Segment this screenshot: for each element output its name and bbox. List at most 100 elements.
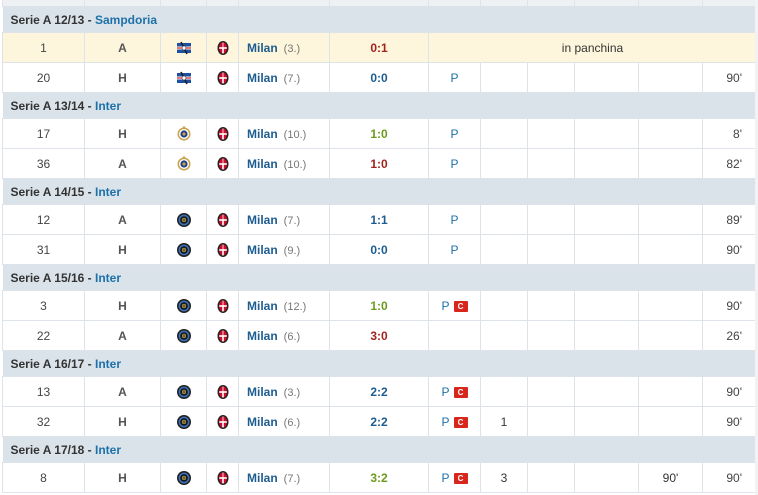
own-club-crest-cell[interactable] [160,118,207,149]
sub-out-cell [638,290,703,321]
opponent-crest-cell[interactable] [206,204,239,235]
table-row: 3 H Milan (12.) 1:0 P C 90' [2,290,757,321]
opponent-cell: Milan (3.) [238,32,330,63]
assists-cell [527,118,575,149]
result-link[interactable]: 3:0 [370,328,388,343]
result-link[interactable]: 0:0 [370,70,388,85]
season-header: Serie A 16/17 - Inter [2,350,757,377]
opponent-crest-cell[interactable] [206,406,239,437]
position-cell: P [428,234,481,265]
scrollbar[interactable] [755,0,758,495]
own-club-crest-cell[interactable] [160,290,207,321]
assists-cell [527,62,575,93]
opponent-link[interactable]: Milan [247,70,278,85]
result-link[interactable]: 1:0 [370,126,388,141]
opponent-crest-cell[interactable] [206,320,239,351]
opponent-rank: (7.) [283,72,301,85]
opponent-crest-cell[interactable] [206,62,239,93]
opponent-rank: (7.) [283,214,301,227]
club-link[interactable]: Inter [95,442,122,457]
goals-cell [480,376,528,407]
goals-cell [480,148,528,179]
opponent-crest-cell[interactable] [206,234,239,265]
milan-crest-icon [217,298,228,313]
result-link[interactable]: 1:0 [370,298,388,313]
season-header: Serie A 12/13 - Sampdoria [2,6,757,33]
opponent-link[interactable]: Milan [247,414,278,429]
result-cell: 0:0 [329,62,429,93]
sampdoria-crest-icon [176,71,191,84]
opponent-crest-cell[interactable] [206,290,239,321]
opponent-crest-cell[interactable] [206,376,239,407]
inter-old-crest-icon [177,156,190,170]
result-link[interactable]: 2:2 [370,414,388,429]
opponent-link[interactable]: Milan [247,384,278,399]
club-link[interactable]: Sampdoria [95,12,158,27]
club-link[interactable]: Inter [95,356,122,371]
result-link[interactable]: 1:1 [370,212,388,227]
own-club-crest-cell[interactable] [160,462,207,493]
sub-in-cell [574,290,639,321]
result-link[interactable]: 0:0 [370,242,388,257]
inter-crest-icon [176,470,191,485]
minutes-cell: 89' [702,204,757,235]
opponent-link[interactable]: Milan [247,156,278,171]
opponent-rank: (7.) [283,472,301,485]
opponent-crest-cell[interactable] [206,462,239,493]
position-label: P [441,384,450,399]
opponent-link[interactable]: Milan [247,242,278,257]
opponent-crest-cell[interactable] [206,32,239,63]
club-link[interactable]: Inter [95,98,122,113]
inter-crest-icon [176,414,191,429]
result-cell: 1:0 [329,290,429,321]
result-link[interactable]: 3:2 [370,470,388,485]
opponent-rank: (6.) [283,416,301,429]
opponent-crest-cell[interactable] [206,118,239,149]
own-club-crest-cell[interactable] [160,32,207,63]
own-club-crest-cell[interactable] [160,320,207,351]
own-club-crest-cell[interactable] [160,376,207,407]
milan-crest-icon [217,242,228,257]
matchday-cell: 17 [2,118,85,149]
result-link[interactable]: 0:1 [370,40,388,55]
result-cell: 0:1 [329,32,429,63]
milan-crest-icon [217,126,228,141]
own-club-crest-cell[interactable] [160,148,207,179]
milan-crest-icon [217,40,228,55]
own-club-crest-cell[interactable] [160,406,207,437]
club-link[interactable]: Inter [95,270,122,285]
opponent-cell: Milan (10.) [238,148,330,179]
season-header-cell: Serie A 14/15 - Inter [2,178,757,205]
season-header: Serie A 15/16 - Inter [2,264,757,291]
result-cell: 1:0 [329,118,429,149]
position-label: P [450,242,459,257]
assists-cell [527,290,575,321]
own-club-crest-cell[interactable] [160,234,207,265]
result-cell: 2:2 [329,406,429,437]
season-header-cell: Serie A 15/16 - Inter [2,264,757,291]
club-link[interactable]: Inter [95,184,122,199]
opponent-link[interactable]: Milan [247,126,278,141]
inter-crest-icon [176,242,191,257]
sub-out-cell [638,148,703,179]
own-club-crest-cell[interactable] [160,204,207,235]
result-link[interactable]: 2:2 [370,384,388,399]
position-label: P [450,70,459,85]
opponent-link[interactable]: Milan [247,470,278,485]
own-club-crest-cell[interactable] [160,62,207,93]
opponent-rank: (6.) [283,330,301,343]
opponent-link[interactable]: Milan [247,328,278,343]
venue-cell: A [84,148,161,179]
inter-crest-icon [176,384,191,399]
opponent-link[interactable]: Milan [247,298,278,313]
result-link[interactable]: 1:0 [370,156,388,171]
venue-cell: H [84,234,161,265]
opponent-crest-cell[interactable] [206,148,239,179]
opponent-link[interactable]: Milan [247,40,278,55]
sub-out-cell [638,204,703,235]
opponent-link[interactable]: Milan [247,212,278,227]
sub-in-cell [574,118,639,149]
matchday-cell: 3 [2,290,85,321]
minutes-cell: 26' [702,320,757,351]
venue-cell: A [84,32,161,63]
